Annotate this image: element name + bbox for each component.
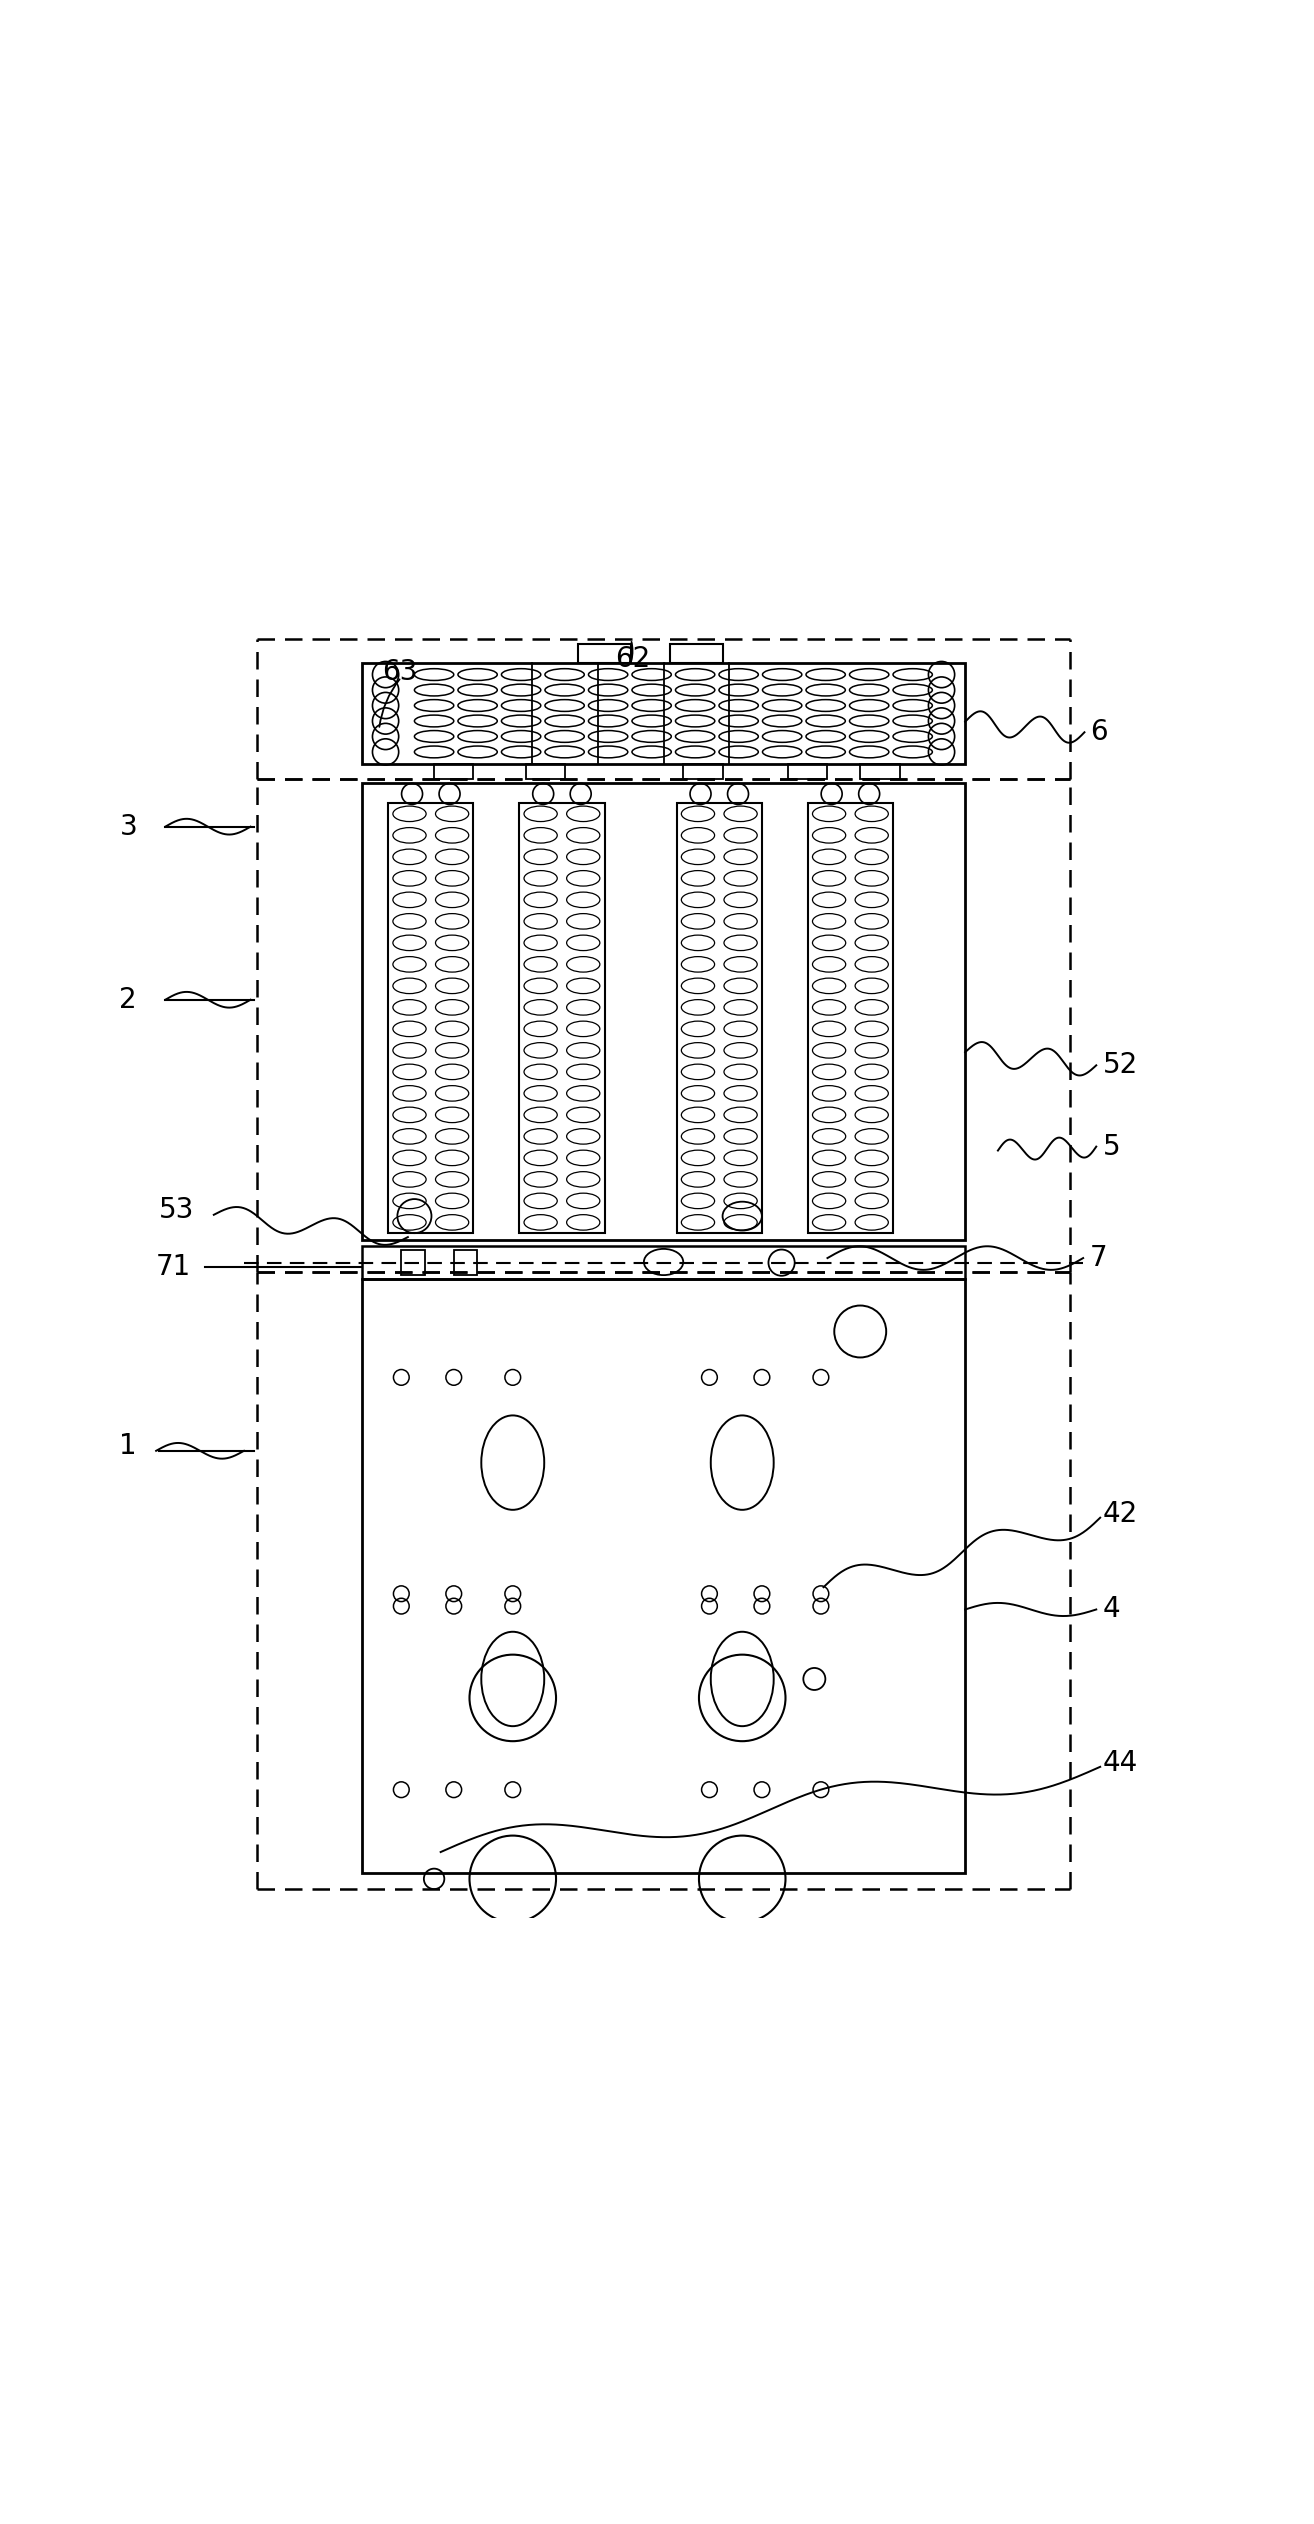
Text: 4: 4 xyxy=(1102,1595,1121,1623)
Bar xyxy=(677,803,762,1234)
Bar xyxy=(526,765,565,780)
Bar xyxy=(808,803,894,1234)
Bar xyxy=(401,1249,424,1275)
Bar xyxy=(578,644,631,664)
Text: 7: 7 xyxy=(1089,1244,1108,1272)
Text: 44: 44 xyxy=(1102,1749,1138,1777)
Bar xyxy=(361,1280,966,1873)
Text: 1: 1 xyxy=(120,1431,137,1459)
Bar xyxy=(361,782,966,1239)
Text: 5: 5 xyxy=(1102,1133,1121,1161)
Bar xyxy=(361,1247,966,1280)
Text: 3: 3 xyxy=(120,813,137,840)
Text: 53: 53 xyxy=(159,1196,194,1224)
Bar xyxy=(434,765,473,780)
Bar xyxy=(683,765,723,780)
Bar xyxy=(361,664,966,765)
Bar xyxy=(788,765,828,780)
Text: 52: 52 xyxy=(1102,1053,1138,1080)
Text: 63: 63 xyxy=(381,659,417,687)
Text: 71: 71 xyxy=(156,1254,192,1282)
Bar xyxy=(453,1249,477,1275)
Bar xyxy=(519,803,604,1234)
Text: 42: 42 xyxy=(1102,1499,1138,1527)
Text: 62: 62 xyxy=(615,644,650,674)
Text: 2: 2 xyxy=(120,987,137,1015)
Text: 6: 6 xyxy=(1089,719,1108,747)
Bar xyxy=(388,803,473,1234)
Bar xyxy=(670,644,723,664)
Bar xyxy=(861,765,900,780)
